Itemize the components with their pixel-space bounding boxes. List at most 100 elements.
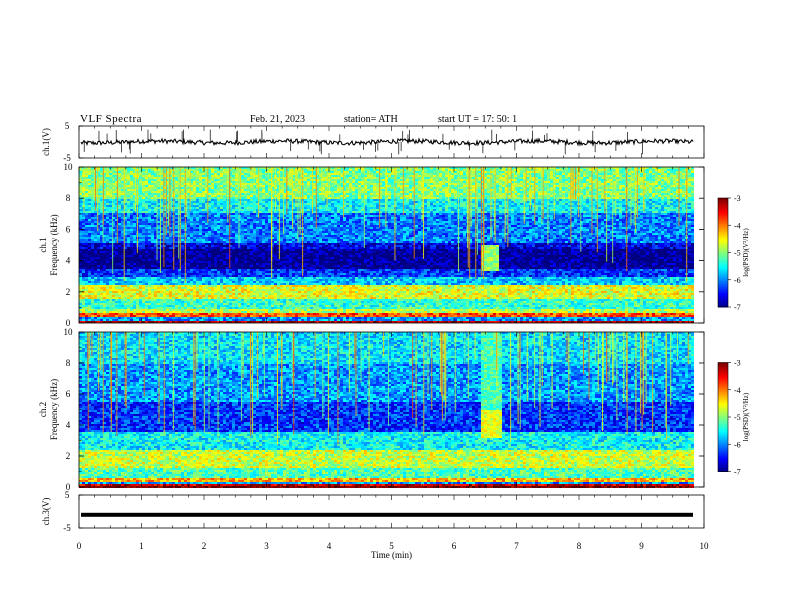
spectrogram-cell	[412, 171, 415, 173]
spectrogram-cell	[295, 167, 298, 169]
spectrogram-cell	[217, 173, 220, 175]
spectrogram-cell	[115, 197, 118, 199]
spectrogram-cell	[118, 189, 121, 191]
spectrogram-cell	[442, 195, 445, 197]
spectrogram-cell	[541, 207, 544, 209]
spectrogram-cell	[436, 177, 439, 179]
spectrogram-cell	[649, 191, 652, 193]
spectrogram-cell	[295, 191, 298, 193]
spectrogram-cell	[502, 179, 505, 181]
spectrogram-cell	[181, 185, 184, 187]
spectrogram-cell	[163, 173, 166, 175]
spectrogram-panel-1	[78, 166, 731, 324]
spectrogram-cell	[481, 173, 484, 175]
spectrogram-cell	[100, 167, 103, 169]
spectrogram-cell	[691, 173, 694, 175]
spectrogram-cell	[442, 171, 445, 173]
spectrogram-cell	[448, 211, 451, 213]
spectrogram-cell	[664, 177, 667, 179]
spectrogram-cell	[163, 169, 166, 171]
spectrogram-cell	[358, 171, 361, 173]
date-label: Feb. 21, 2023	[250, 114, 305, 125]
spectrogram-cell	[532, 201, 535, 203]
spectrogram-cell	[475, 213, 478, 215]
spectrogram-cell	[103, 203, 106, 205]
spectrogram-cell	[175, 203, 178, 205]
spectrogram-cell	[667, 191, 670, 193]
spectrogram-cell	[217, 199, 220, 201]
spectrogram-cell	[91, 195, 94, 197]
spectrogram-cell	[643, 183, 646, 185]
spectrogram-cell	[430, 173, 433, 175]
spectrogram-cell	[538, 171, 541, 173]
spectrogram-cell	[589, 189, 592, 191]
spectrogram-cell	[127, 175, 130, 177]
spectrogram-cell	[430, 201, 433, 203]
spectrogram-cell	[85, 211, 88, 213]
spectrogram-cell	[571, 203, 574, 205]
spectrogram-cell	[319, 169, 322, 171]
spectrogram-cell	[220, 203, 223, 205]
spectrogram-cell	[478, 211, 481, 213]
spectrogram-cell	[79, 205, 82, 207]
spectrogram-cell	[667, 189, 670, 191]
spectrogram-cell	[568, 171, 571, 173]
spectrogram-cell	[622, 167, 625, 169]
spectrogram-cell	[415, 197, 418, 199]
spectrogram-cell	[298, 199, 301, 201]
spectrogram-cell	[496, 205, 499, 207]
spectrogram-cell	[259, 207, 262, 209]
spectrogram-cell	[259, 209, 262, 211]
spectrogram-cell	[310, 177, 313, 179]
spectrogram-cell	[133, 191, 136, 193]
spectrogram-cell	[289, 189, 292, 191]
spectrogram-cell	[160, 211, 163, 213]
spectrogram-cell	[610, 203, 613, 205]
spectrogram-cell	[676, 209, 679, 211]
spectrogram-cell	[403, 185, 406, 187]
spectrogram-cell	[250, 191, 253, 193]
spectrogram-cell	[223, 189, 226, 191]
spectrogram-cell	[589, 209, 592, 211]
spectrogram-cell	[463, 205, 466, 207]
spectrogram-cell	[316, 199, 319, 201]
spectrogram-cell	[538, 187, 541, 189]
spectrogram-cell	[373, 183, 376, 185]
spectrogram-cell	[679, 183, 682, 185]
spectrogram-cell	[469, 183, 472, 185]
spectrogram-cell	[160, 183, 163, 185]
spectrogram-cell	[304, 183, 307, 185]
spectrogram-cell	[247, 187, 250, 189]
spectrogram-cell	[361, 179, 364, 181]
spectrogram-cell	[409, 169, 412, 171]
spectrogram-cell	[130, 173, 133, 175]
spectrogram-cell	[544, 211, 547, 213]
spectrogram-cell	[472, 169, 475, 171]
spectrogram-cell	[556, 197, 559, 199]
spectrogram-cell	[154, 185, 157, 187]
spectrogram-cell	[583, 183, 586, 185]
spectrogram-cell	[85, 199, 88, 201]
spectrogram-cell	[661, 183, 664, 185]
spectrogram-cell	[103, 195, 106, 197]
spectrogram-cell	[616, 195, 619, 197]
spectrogram-cell	[289, 195, 292, 197]
spectrogram-cell	[151, 171, 154, 173]
spectrogram-cell	[313, 213, 316, 215]
spectrogram-cell	[673, 201, 676, 203]
spectrogram-cell	[442, 201, 445, 203]
spectrogram-cell	[454, 205, 457, 207]
spectrogram-cell	[637, 193, 640, 195]
spectrogram-cell	[214, 187, 217, 189]
spectrogram-cell	[442, 189, 445, 191]
spectrogram-cell	[223, 173, 226, 175]
spectrogram-cell	[151, 187, 154, 189]
spectrogram-cell	[325, 193, 328, 195]
spectrogram-cell	[223, 213, 226, 215]
spectrogram-cell	[310, 213, 313, 215]
spectrogram-cell	[547, 209, 550, 211]
spectrogram-cell	[220, 199, 223, 201]
spectrogram-cell	[439, 181, 442, 183]
spectrogram-cell	[127, 211, 130, 213]
spectrogram-cell	[559, 187, 562, 189]
